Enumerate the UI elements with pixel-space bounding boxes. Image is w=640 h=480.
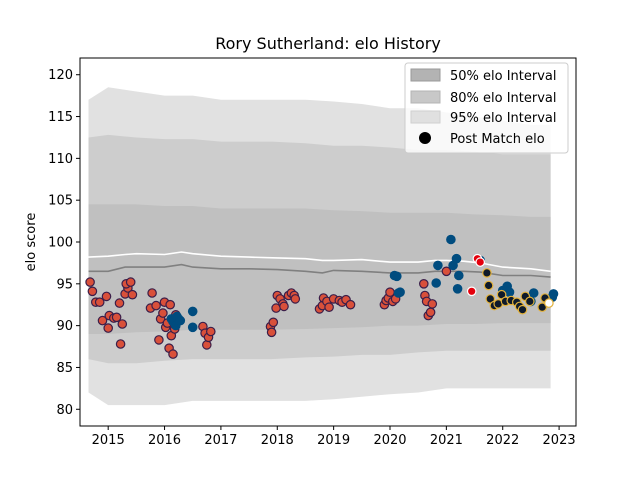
data-point-1-7 — [187, 322, 198, 333]
legend-marker-post — [419, 132, 431, 144]
x-tick-label-5: 2020 — [373, 433, 406, 448]
data-point-0-6 — [103, 323, 113, 333]
x-tick-label-8: 2023 — [543, 433, 576, 448]
legend: 50% elo Interval 80% elo Interval 95% el… — [404, 62, 569, 154]
data-point-1-13 — [431, 278, 441, 288]
y-tick-label-0: 80 — [56, 403, 73, 418]
data-point-0-21 — [154, 335, 164, 345]
legend-swatch-50 — [410, 68, 441, 82]
legend-box — [404, 62, 569, 154]
data-point-1-5 — [175, 315, 186, 326]
x-axis: 2015 2016 2017 2018 2019 2020 2021 2022 2023 — [92, 426, 576, 448]
data-point-0-71 — [427, 299, 438, 309]
x-tick-label-6: 2021 — [430, 433, 463, 448]
data-point-0-11 — [117, 319, 128, 329]
data-point-0-0 — [85, 277, 95, 287]
legend-label-post: Post Match elo — [450, 132, 545, 147]
legend-swatch-80 — [410, 90, 441, 104]
y-tick-label-4: 100 — [48, 236, 73, 251]
data-point-0-45 — [279, 301, 289, 312]
y-tick-label-8: 120 — [48, 68, 73, 83]
y-tick-label-5: 105 — [48, 194, 73, 209]
y-tick-label-7: 115 — [48, 110, 73, 125]
data-point-0-3 — [94, 297, 105, 307]
legend-label-80: 80% elo Interval — [450, 91, 557, 106]
chart-title: Rory Sutherland: elo History — [215, 34, 441, 53]
data-point-1-18 — [453, 270, 464, 281]
data-point-1-17 — [452, 283, 463, 294]
data-point-1-14 — [446, 234, 456, 245]
data-point-3-1 — [483, 280, 494, 291]
data-point-3-13 — [537, 302, 547, 312]
data-points — [85, 234, 559, 359]
x-tick-label-7: 2022 — [486, 433, 519, 448]
band-50 — [88, 204, 551, 334]
data-point-0-28 — [165, 299, 175, 310]
x-tick-label-2: 2017 — [204, 433, 237, 448]
data-point-0-17 — [127, 289, 138, 300]
data-point-1-6 — [187, 306, 198, 317]
y-axis: 80 85 90 95 100 105 110 115 120 — [48, 68, 80, 418]
data-point-0-9 — [111, 312, 122, 323]
data-point-0-37 — [206, 326, 216, 337]
data-point-1-11 — [395, 287, 405, 297]
data-point-2-2 — [475, 257, 485, 267]
y-axis-label: elo score — [24, 213, 39, 272]
data-point-0-39 — [266, 327, 277, 338]
data-point-3-10 — [517, 304, 528, 315]
y-tick-label-2: 90 — [56, 319, 73, 334]
plot-area — [85, 87, 559, 406]
x-tick-label-1: 2016 — [148, 433, 181, 448]
data-point-0-23 — [158, 308, 168, 318]
y-tick-label-3: 95 — [56, 277, 73, 292]
data-point-0-18 — [147, 288, 157, 298]
data-point-0-35 — [202, 340, 212, 350]
data-point-0-12 — [115, 339, 126, 349]
data-point-1-22 — [504, 287, 515, 297]
x-tick-label-0: 2015 — [92, 433, 125, 448]
data-point-0-72 — [441, 266, 452, 277]
data-point-0-54 — [324, 302, 334, 312]
legend-label-95: 95% elo Interval — [450, 111, 557, 126]
y-tick-label-6: 110 — [48, 152, 73, 167]
data-point-0-30 — [168, 349, 178, 359]
data-point-0-4 — [97, 315, 108, 326]
data-point-0-16 — [125, 277, 136, 287]
data-point-3-12 — [524, 296, 535, 307]
data-point-0-59 — [345, 299, 356, 310]
data-point-0-5 — [101, 291, 112, 302]
data-point-2-0 — [466, 286, 477, 297]
legend-label-50: 50% elo Interval — [450, 69, 557, 84]
data-point-1-24 — [528, 288, 539, 298]
data-point-0-10 — [114, 298, 125, 308]
mean-line — [88, 263, 551, 278]
x-tick-label-3: 2018 — [261, 433, 294, 448]
mean-lines — [88, 251, 551, 278]
data-point-1-12 — [433, 260, 443, 271]
data-point-0-1 — [87, 286, 98, 297]
data-point-1-9 — [391, 271, 402, 282]
x-tick-label-4: 2019 — [317, 433, 350, 448]
data-point-3-0 — [482, 268, 492, 278]
data-point-0-70 — [425, 307, 436, 318]
data-point-0-40 — [268, 317, 279, 328]
data-point-0-66 — [418, 278, 429, 289]
data-point-0-49 — [290, 294, 301, 304]
y-tick-label-1: 85 — [56, 361, 73, 376]
data-point-0-20 — [151, 300, 161, 311]
data-point-4-0 — [544, 298, 554, 308]
post-match-line — [88, 251, 551, 273]
legend-swatch-95 — [410, 110, 441, 124]
data-point-1-16 — [451, 253, 462, 264]
